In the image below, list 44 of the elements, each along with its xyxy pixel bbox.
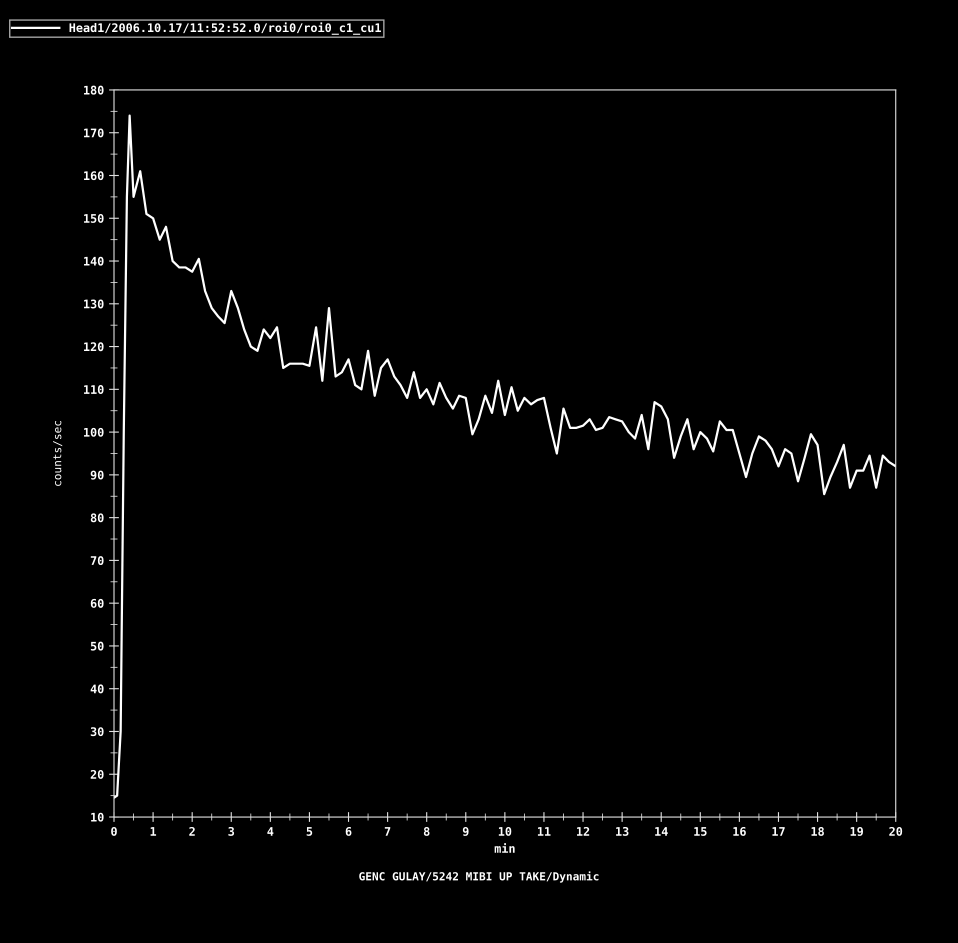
- x-tick-label: 17: [772, 827, 785, 836]
- x-tick-label: 12: [577, 826, 590, 836]
- y-tick-label: 110: [84, 385, 104, 394]
- line-series: [114, 114, 896, 799]
- y-tick-label: 80: [90, 513, 104, 522]
- x-tick-label: 11: [538, 827, 550, 836]
- x-tick-label: 10: [498, 826, 512, 836]
- legend-label: Head1/2006.10.17/11:52:52.0/roi0/roi0_c1_cu1: [70, 22, 381, 35]
- y-tick-label: 140: [84, 256, 104, 266]
- x-tick-label: 9: [462, 827, 469, 836]
- y-tick-label: 150: [84, 214, 104, 223]
- y-tick-label: 100: [84, 428, 104, 437]
- x-tick-label: 6: [346, 826, 352, 836]
- x-axis-title: min: [494, 843, 515, 853]
- x-tick-label: 15: [694, 827, 707, 836]
- y-tick-label: 160: [84, 171, 104, 180]
- x-tick-label: 3: [228, 826, 234, 836]
- y-tick-label: 20: [90, 770, 104, 779]
- y-tick-label: 70: [90, 556, 104, 566]
- y-tick-label: 60: [90, 598, 104, 608]
- x-tick-label: 16: [733, 826, 746, 836]
- y-tick-label: 40: [90, 684, 104, 694]
- y-tick-label: 10: [91, 812, 104, 822]
- y-axis-title: counts/sec: [53, 420, 62, 486]
- x-tick-label: 19: [850, 827, 863, 836]
- x-tick-label: 5: [306, 827, 312, 836]
- x-tick-label: 13: [616, 826, 628, 836]
- y-tick-label: 30: [90, 727, 104, 736]
- y-tick-label: 50: [90, 642, 104, 651]
- y-tick-label: 90: [90, 470, 104, 480]
- x-tick-label: 4: [267, 827, 274, 836]
- y-tick-label: 120: [84, 342, 104, 352]
- x-tick-label: 18: [812, 826, 824, 836]
- x-tick-label: 0: [111, 826, 117, 836]
- x-tick-label: 8: [424, 826, 430, 836]
- x-tick-label: 2: [189, 826, 195, 836]
- x-tick-label: 1: [150, 827, 156, 836]
- x-tick-label: 20: [889, 826, 902, 836]
- y-tick-label: 170: [84, 128, 104, 138]
- x-tick-label: 7: [384, 827, 390, 836]
- y-tick-label: 130: [84, 300, 104, 308]
- x-tick-label: 14: [655, 827, 668, 836]
- text: GENC GULAY/5242 MIBI UP TAKE/Dynamic: [359, 871, 598, 883]
- y-tick-label: 180: [84, 86, 104, 95]
